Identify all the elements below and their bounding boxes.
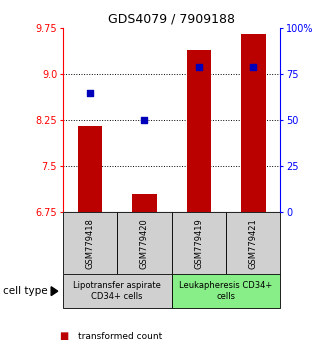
Text: Lipotransfer aspirate
CD34+ cells: Lipotransfer aspirate CD34+ cells <box>73 281 161 301</box>
Point <box>196 64 201 70</box>
Text: cell type: cell type <box>3 286 48 296</box>
Text: transformed count: transformed count <box>78 332 162 341</box>
Text: GSM779420: GSM779420 <box>140 218 149 269</box>
Point <box>142 118 147 123</box>
Bar <box>78 126 102 212</box>
Bar <box>186 50 211 212</box>
Title: GDS4079 / 7909188: GDS4079 / 7909188 <box>108 13 235 26</box>
Point <box>251 64 256 70</box>
Text: ■: ■ <box>59 331 69 341</box>
Point <box>87 90 92 96</box>
Bar <box>226 212 280 274</box>
Bar <box>172 212 226 274</box>
Text: GSM779421: GSM779421 <box>249 218 258 269</box>
Bar <box>172 274 280 308</box>
Polygon shape <box>51 287 58 296</box>
Bar <box>63 212 117 274</box>
Bar <box>63 274 172 308</box>
Bar <box>117 212 172 274</box>
Text: GSM779419: GSM779419 <box>194 218 203 269</box>
Bar <box>241 34 266 212</box>
Bar <box>132 194 157 212</box>
Text: Leukapheresis CD34+
cells: Leukapheresis CD34+ cells <box>180 281 273 301</box>
Text: GSM779418: GSM779418 <box>85 218 94 269</box>
